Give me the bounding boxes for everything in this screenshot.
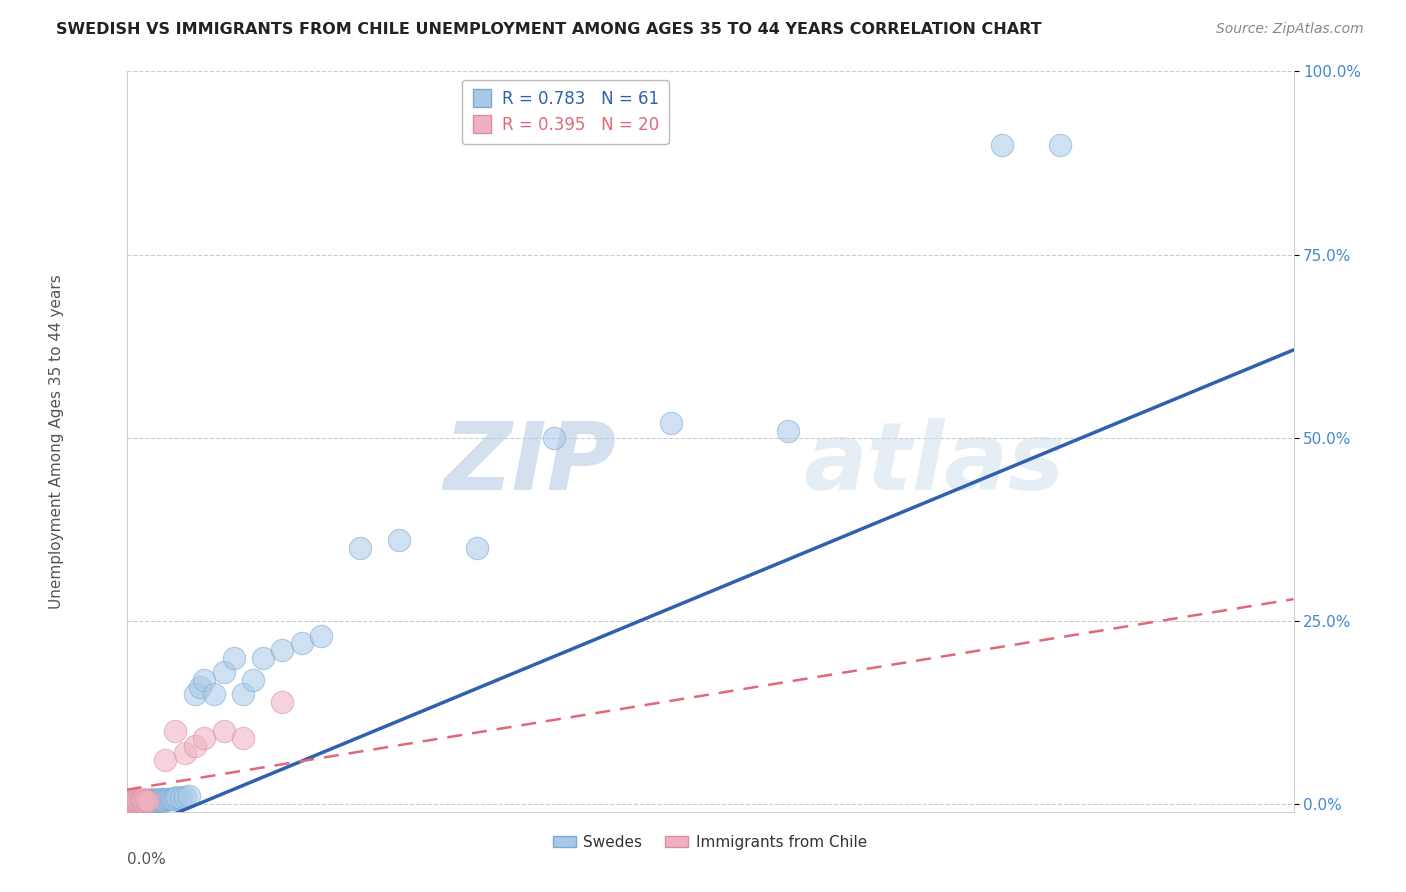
Point	[136, 793, 159, 807]
Point	[170, 790, 193, 805]
Point	[349, 541, 371, 555]
Point	[121, 794, 143, 808]
Point	[190, 680, 212, 694]
Point	[388, 533, 411, 548]
Point	[232, 731, 254, 746]
Point	[139, 794, 162, 808]
Point	[290, 636, 312, 650]
Point	[1049, 137, 1071, 152]
Point	[127, 795, 149, 809]
Point	[165, 724, 187, 739]
Point	[156, 792, 179, 806]
Point	[124, 796, 146, 810]
Point	[146, 794, 169, 808]
Point	[129, 794, 152, 808]
Point	[145, 794, 167, 808]
Point	[121, 795, 143, 809]
Point	[131, 794, 153, 808]
Point	[125, 793, 148, 807]
Point	[131, 795, 153, 809]
Point	[659, 416, 682, 430]
Text: ZIP: ZIP	[444, 417, 617, 509]
Point	[139, 794, 162, 808]
Point	[127, 794, 149, 808]
Point	[149, 792, 172, 806]
Point	[174, 790, 197, 805]
Point	[132, 796, 155, 810]
Point	[135, 794, 157, 808]
Text: Unemployment Among Ages 35 to 44 years: Unemployment Among Ages 35 to 44 years	[49, 274, 65, 609]
Point	[776, 424, 799, 438]
Point	[155, 753, 177, 767]
Point	[183, 739, 205, 753]
Point	[120, 795, 142, 809]
Point	[155, 793, 177, 807]
Point	[242, 673, 264, 687]
Point	[232, 688, 254, 702]
Point	[150, 794, 173, 808]
Point	[141, 795, 163, 809]
Point	[177, 789, 200, 803]
Point	[135, 795, 157, 809]
Text: Source: ZipAtlas.com: Source: ZipAtlas.com	[1216, 22, 1364, 37]
Point	[132, 794, 155, 808]
Point	[543, 431, 565, 445]
Point	[135, 793, 157, 807]
Text: atlas: atlas	[803, 417, 1064, 509]
Point	[222, 650, 245, 665]
Point	[124, 794, 146, 808]
Point	[252, 650, 274, 665]
Point	[131, 792, 153, 806]
Point	[142, 794, 165, 808]
Point	[120, 796, 142, 810]
Point	[135, 794, 157, 808]
Point	[183, 688, 205, 702]
Point	[150, 791, 173, 805]
Point	[136, 795, 159, 809]
Point	[162, 791, 184, 805]
Point	[152, 793, 174, 807]
Point	[212, 665, 235, 680]
Point	[125, 794, 148, 808]
Point	[465, 541, 488, 555]
Text: SWEDISH VS IMMIGRANTS FROM CHILE UNEMPLOYMENT AMONG AGES 35 TO 44 YEARS CORRELAT: SWEDISH VS IMMIGRANTS FROM CHILE UNEMPLO…	[56, 22, 1042, 37]
Point	[165, 790, 187, 805]
Point	[129, 796, 152, 810]
Point	[160, 792, 183, 806]
Point	[990, 137, 1012, 152]
Point	[157, 791, 180, 805]
Point	[271, 643, 294, 657]
Point	[202, 688, 225, 702]
Point	[309, 629, 332, 643]
Point	[125, 795, 148, 809]
Legend: Swedes, Immigrants from Chile: Swedes, Immigrants from Chile	[547, 829, 873, 856]
Point	[193, 731, 215, 746]
Point	[174, 746, 197, 760]
Point	[145, 794, 167, 808]
Point	[271, 695, 294, 709]
Point	[166, 790, 188, 805]
Point	[131, 795, 153, 809]
Point	[142, 793, 165, 807]
Text: 0.0%: 0.0%	[127, 853, 166, 867]
Point	[212, 724, 235, 739]
Point	[136, 794, 159, 808]
Point	[141, 792, 163, 806]
Point	[132, 794, 155, 808]
Point	[129, 794, 152, 808]
Point	[149, 793, 172, 807]
Point	[125, 795, 148, 809]
Point	[193, 673, 215, 687]
